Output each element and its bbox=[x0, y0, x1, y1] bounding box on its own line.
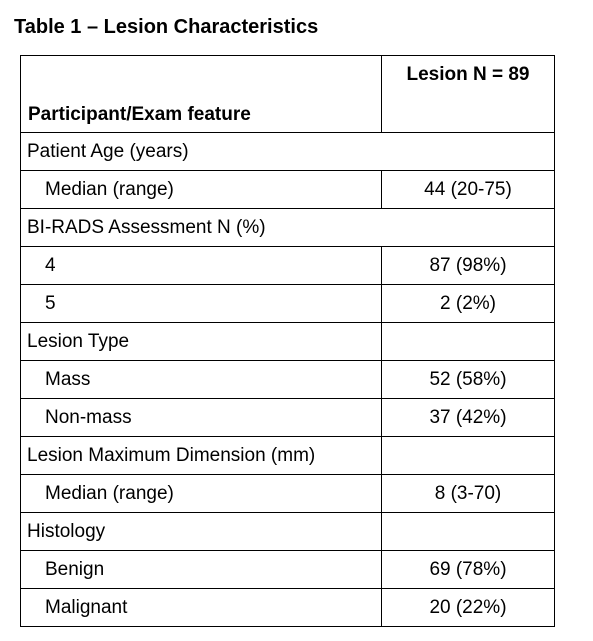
row-label: BI-RADS Assessment N (%) bbox=[20, 208, 555, 247]
table-row: Mass 52 (58%) bbox=[20, 360, 555, 399]
row-value: 37 (42%) bbox=[381, 398, 555, 437]
row-label: Patient Age (years) bbox=[20, 132, 555, 171]
row-value: 2 (2%) bbox=[381, 284, 555, 323]
row-label: Median (range) bbox=[20, 474, 382, 513]
row-label: Histology bbox=[20, 512, 382, 551]
table-row: Lesion Maximum Dimension (mm) bbox=[20, 436, 555, 475]
table-row: Median (range) 8 (3-70) bbox=[20, 474, 555, 513]
row-label: Lesion Type bbox=[20, 322, 382, 361]
row-label: Lesion Maximum Dimension (mm) bbox=[20, 436, 382, 475]
lesion-characteristics-table: Participant/Exam feature Lesion N = 89 P… bbox=[20, 55, 555, 627]
row-label: Non-mass bbox=[20, 398, 382, 437]
table-row: BI-RADS Assessment N (%) bbox=[20, 208, 555, 247]
header-feature: Participant/Exam feature bbox=[20, 55, 382, 133]
row-label: Malignant bbox=[20, 588, 382, 627]
table-row: Lesion Type bbox=[20, 322, 555, 361]
table-row: 4 87 (98%) bbox=[20, 246, 555, 285]
table-row: Benign 69 (78%) bbox=[20, 550, 555, 589]
row-value: 20 (22%) bbox=[381, 588, 555, 627]
table-row: Median (range) 44 (20-75) bbox=[20, 170, 555, 209]
table-title: Table 1 – Lesion Characteristics bbox=[14, 16, 319, 38]
row-value bbox=[381, 512, 555, 551]
row-value bbox=[381, 436, 555, 475]
table-row: Malignant 20 (22%) bbox=[20, 588, 555, 627]
table-row: 5 2 (2%) bbox=[20, 284, 555, 323]
table-row: Non-mass 37 (42%) bbox=[20, 398, 555, 437]
row-label: 5 bbox=[20, 284, 382, 323]
table-header-row: Participant/Exam feature Lesion N = 89 bbox=[20, 55, 555, 133]
row-value: 87 (98%) bbox=[381, 246, 555, 285]
table-row: Patient Age (years) bbox=[20, 132, 555, 171]
row-value: 52 (58%) bbox=[381, 360, 555, 399]
row-label: Median (range) bbox=[20, 170, 382, 209]
row-value bbox=[381, 322, 555, 361]
table-body: Patient Age (years) Median (range) 44 (2… bbox=[20, 132, 555, 627]
header-value: Lesion N = 89 bbox=[381, 55, 555, 133]
row-label: Mass bbox=[20, 360, 382, 399]
row-label: 4 bbox=[20, 246, 382, 285]
row-value: 8 (3-70) bbox=[381, 474, 555, 513]
row-value: 44 (20-75) bbox=[381, 170, 555, 209]
row-value: 69 (78%) bbox=[381, 550, 555, 589]
table-row: Histology bbox=[20, 512, 555, 551]
row-label: Benign bbox=[20, 550, 382, 589]
